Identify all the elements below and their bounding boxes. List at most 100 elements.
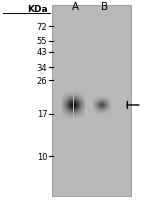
Bar <box>81 97 82 98</box>
Bar <box>67 105 68 106</box>
Bar <box>100 110 101 111</box>
Bar <box>84 115 85 116</box>
Bar <box>71 117 72 118</box>
Bar <box>99 99 100 100</box>
Bar <box>95 103 96 104</box>
Bar <box>97 111 98 112</box>
Bar <box>62 106 63 107</box>
Bar <box>67 111 68 112</box>
Bar <box>97 108 98 109</box>
Bar <box>63 103 64 104</box>
Bar <box>99 111 100 112</box>
Bar <box>105 96 106 97</box>
Bar <box>95 108 96 109</box>
Bar <box>102 96 103 97</box>
Bar <box>103 114 104 115</box>
Bar <box>64 94 65 95</box>
Bar <box>97 99 98 100</box>
Bar <box>79 97 80 98</box>
Bar <box>96 97 97 98</box>
Bar <box>70 100 71 101</box>
Bar <box>97 107 98 108</box>
Bar <box>83 115 84 116</box>
Bar <box>108 99 109 100</box>
Bar <box>96 107 97 108</box>
Bar <box>73 112 74 113</box>
Bar <box>96 99 97 100</box>
Bar <box>76 102 77 103</box>
Bar <box>109 103 110 104</box>
Bar <box>104 103 105 104</box>
Bar <box>67 92 68 93</box>
Bar <box>95 105 96 106</box>
Bar <box>81 94 82 95</box>
Bar <box>82 100 83 101</box>
Bar <box>104 99 105 100</box>
Bar <box>82 106 83 107</box>
Bar <box>108 104 109 105</box>
Bar <box>71 109 72 110</box>
Bar <box>96 110 97 111</box>
Bar <box>74 112 75 113</box>
Bar <box>96 102 97 103</box>
Bar <box>76 107 77 108</box>
Bar <box>66 116 67 117</box>
Bar <box>78 92 79 93</box>
Bar <box>82 112 83 113</box>
Bar <box>110 103 111 104</box>
Bar <box>73 94 74 95</box>
Bar <box>69 101 70 102</box>
Bar <box>77 101 78 102</box>
Bar <box>64 116 65 117</box>
Bar <box>69 106 70 107</box>
Bar <box>105 108 106 109</box>
Bar <box>77 112 78 113</box>
Bar <box>66 100 67 101</box>
Bar <box>68 98 69 99</box>
Bar <box>102 104 103 105</box>
Bar <box>110 99 111 100</box>
Bar <box>101 114 102 115</box>
Bar <box>65 106 66 107</box>
Bar <box>95 107 96 108</box>
Bar <box>84 108 85 109</box>
Bar <box>93 103 94 104</box>
Bar <box>99 106 100 107</box>
Bar <box>73 106 74 107</box>
Bar <box>98 105 99 106</box>
Bar <box>81 116 82 117</box>
Bar <box>83 100 84 101</box>
Bar <box>79 99 80 100</box>
Bar <box>72 108 73 109</box>
Text: A: A <box>72 2 79 12</box>
Bar <box>77 103 78 104</box>
Bar <box>106 112 107 113</box>
Bar <box>93 111 94 112</box>
Bar <box>82 109 83 110</box>
Bar <box>77 93 78 94</box>
Bar <box>103 110 104 111</box>
Bar <box>72 114 73 115</box>
Bar <box>97 98 98 99</box>
Bar <box>75 118 76 119</box>
Bar <box>72 118 73 119</box>
Bar <box>83 111 84 112</box>
Bar <box>99 110 100 111</box>
Bar <box>104 112 105 113</box>
Bar <box>62 105 63 106</box>
Bar <box>81 99 82 100</box>
Bar <box>66 104 67 105</box>
Bar <box>104 105 105 106</box>
Bar <box>64 102 65 103</box>
Bar <box>71 98 72 99</box>
Bar <box>103 108 104 109</box>
Bar <box>70 93 71 94</box>
Bar <box>84 110 85 111</box>
Bar <box>95 113 96 114</box>
Bar <box>81 96 82 97</box>
Bar <box>97 109 98 110</box>
Bar <box>74 106 75 107</box>
Bar <box>71 110 72 111</box>
Bar <box>63 107 64 108</box>
Bar <box>78 96 79 97</box>
